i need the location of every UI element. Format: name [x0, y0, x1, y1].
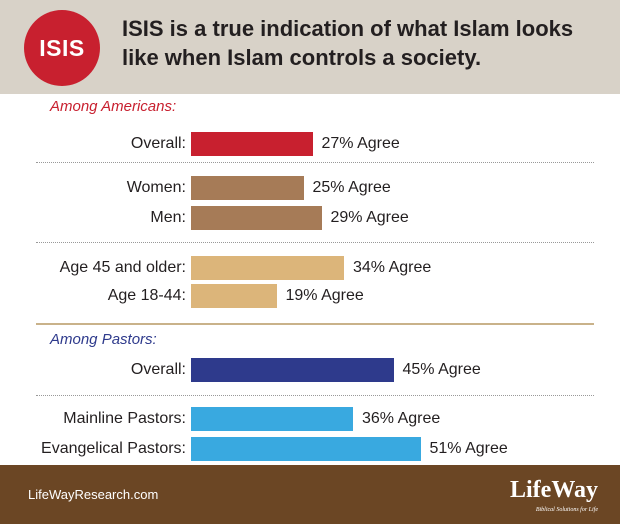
bar-category-label: Evangelical Pastors: — [41, 440, 186, 457]
bar-value-label: 25% Agree — [312, 179, 391, 196]
bar — [191, 407, 353, 431]
bar — [191, 176, 304, 200]
group-divider — [36, 162, 594, 163]
bar-category-label: Age 45 and older: — [59, 259, 186, 276]
footer: LifeWayResearch.com LifeWay Biblical Sol… — [0, 465, 620, 524]
bar-value-label: 51% Agree — [429, 440, 508, 457]
bar — [191, 132, 313, 156]
isis-badge: ISIS — [24, 10, 100, 86]
bar-category-label: Overall: — [130, 135, 186, 152]
section-separator — [36, 323, 594, 325]
bar-value-label: 34% Agree — [353, 259, 432, 276]
bar-value-label: 36% Agree — [362, 410, 441, 427]
bar — [191, 358, 394, 382]
bar-category-label: Men: — [150, 209, 186, 226]
group-divider — [36, 242, 594, 243]
bar — [191, 206, 322, 230]
bar-category-label: Overall: — [130, 361, 186, 378]
bar-category-label: Age 18-44: — [107, 287, 186, 304]
bar-category-label: Mainline Pastors: — [63, 410, 186, 427]
bar — [191, 437, 421, 461]
lifeway-logo: LifeWay — [510, 477, 598, 503]
lifeway-tagline: Biblical Solutions for Life — [535, 507, 598, 513]
bar — [191, 284, 277, 308]
section-label-pastors: Among Pastors: — [50, 331, 157, 348]
footer-url-link[interactable]: LifeWayResearch.com — [28, 487, 159, 502]
bar-value-label: 19% Agree — [285, 287, 364, 304]
bar-category-label: Women: — [126, 179, 186, 196]
bar-value-label: 29% Agree — [330, 209, 409, 226]
header-banner: ISIS ISIS is a true indication of what I… — [0, 0, 620, 94]
group-divider — [36, 395, 594, 396]
chart-title: ISIS is a true indication of what Islam … — [122, 16, 574, 70]
bar-value-label: 27% Agree — [321, 135, 400, 152]
bar — [191, 256, 344, 280]
bar-value-label: 45% Agree — [402, 361, 481, 378]
section-label-americans: Among Americans: — [50, 98, 177, 115]
